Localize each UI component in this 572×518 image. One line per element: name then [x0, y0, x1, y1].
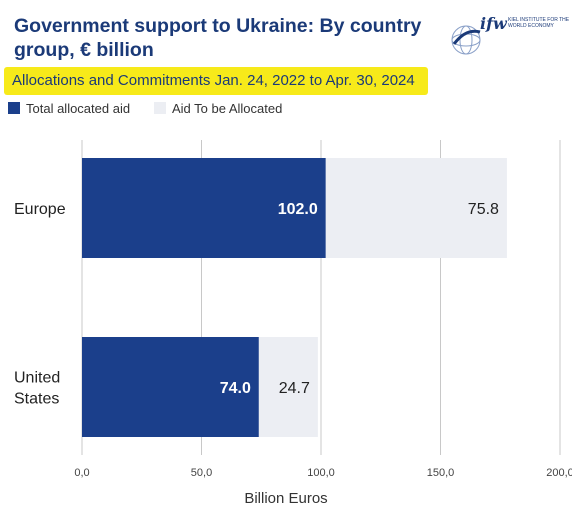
category-label: Europe	[14, 201, 66, 218]
x-tick-label: 100,0	[307, 467, 335, 479]
category-label: States	[14, 391, 59, 408]
x-tick-label: 0,0	[74, 467, 89, 479]
data-label: 102.0	[278, 201, 318, 218]
legend-item-to-be-allocated: Aid To be Allocated	[154, 101, 282, 116]
legend-item-allocated: Total allocated aid	[8, 101, 130, 116]
bar-allocated	[82, 158, 326, 258]
kiel-institute-logo: ifw KIEL INSTITUTE FOR THE WORLD ECONOMY	[450, 14, 570, 60]
x-tick-label: 50,0	[191, 467, 212, 479]
bar-allocated	[82, 337, 259, 437]
category-label: United	[14, 370, 60, 387]
legend-swatch-allocated	[8, 102, 20, 114]
chart-subtitle: Allocations and Commitments Jan. 24, 202…	[12, 72, 415, 89]
x-tick-label: 200,0	[546, 467, 572, 479]
logo-institute-name: KIEL INSTITUTE FOR THE WORLD ECONOMY	[508, 17, 570, 29]
bar-to-be-allocated	[325, 158, 507, 258]
legend-label-to-be-allocated: Aid To be Allocated	[172, 101, 283, 116]
globe-icon	[451, 25, 481, 55]
data-label: 74.0	[220, 380, 251, 397]
legend-swatch-to-be-allocated	[154, 102, 166, 114]
subtitle-highlight: Allocations and Commitments Jan. 24, 202…	[4, 67, 428, 95]
x-axis-label: Billion Euros	[244, 490, 328, 507]
bar-to-be-allocated	[258, 337, 318, 437]
chart-title: Government support to Ukraine: By countr…	[14, 15, 422, 61]
x-tick-label: 150,0	[427, 467, 455, 479]
logo-wordmark: ifw	[480, 14, 507, 33]
data-label: 24.7	[279, 380, 310, 397]
data-label: 75.8	[468, 201, 499, 218]
legend-label-allocated: Total allocated aid	[26, 101, 131, 116]
